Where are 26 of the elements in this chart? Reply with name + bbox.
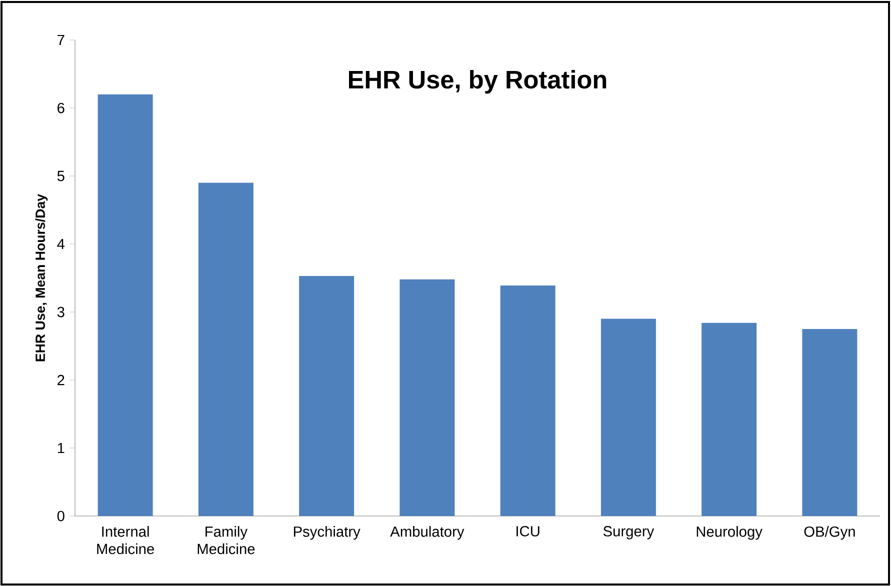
x-tick-label: ICU [516, 526, 540, 536]
y-tick-label: 7 [58, 34, 64, 46]
x-tick-label: OB/Gyn [804, 526, 855, 540]
bar [500, 285, 556, 516]
y-tick-label: 0 [57, 510, 64, 522]
bar [600, 318, 656, 516]
y-tick-label: 6 [58, 102, 64, 114]
x-tick-label: Ambulatory [390, 526, 464, 540]
y-tick-label: 3 [57, 306, 64, 318]
x-tick-label: Neurology [696, 526, 762, 540]
y-tick-label: 5 [57, 170, 64, 182]
bar [198, 182, 254, 516]
y-tick-label: 4 [57, 238, 65, 250]
bar [98, 94, 153, 516]
bar [400, 279, 455, 516]
y-tick-label: 2 [58, 374, 64, 386]
x-tick-label: Family Medicine [198, 526, 255, 554]
text: EHR Use, by Rotation [349, 70, 606, 94]
y-tick-label: 1 [58, 442, 64, 454]
bar [299, 276, 354, 516]
x-tick-label: Internal Medicine [97, 526, 154, 554]
bar [802, 329, 858, 516]
y-axis-title: EHR Use, Mean Hours/Day [35, 194, 48, 362]
x-tick-label: Psychiatry [294, 526, 360, 540]
x-tick-label: Surgery [603, 526, 654, 540]
bar [702, 322, 757, 516]
